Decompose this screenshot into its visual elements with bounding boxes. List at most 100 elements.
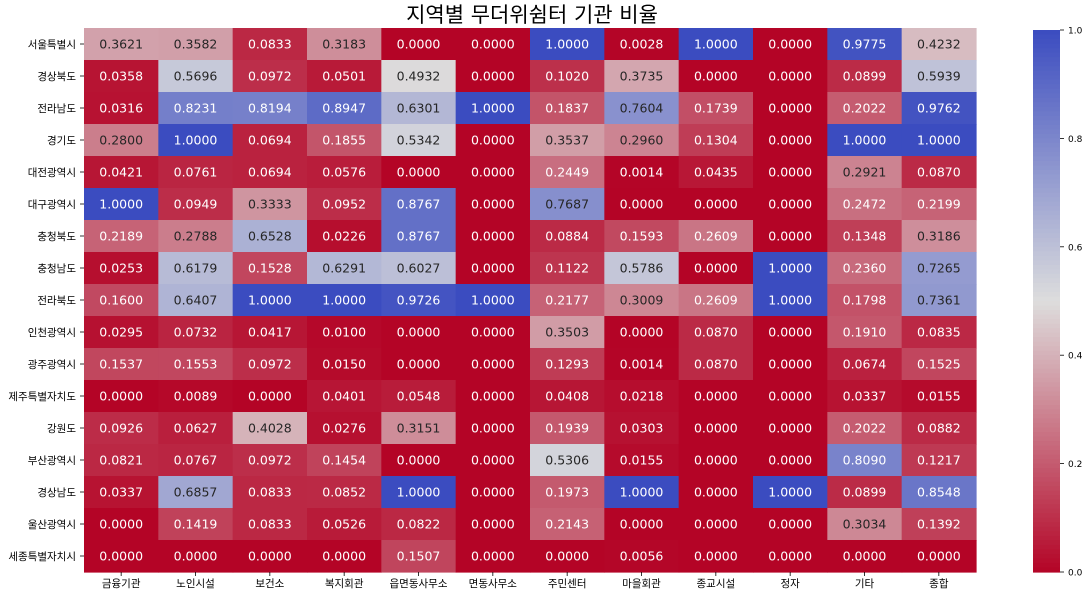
- colorbar-segment: [1033, 84, 1060, 90]
- cell-value-label: 1.0000: [99, 197, 143, 212]
- cell-value-label: 0.0926: [99, 421, 143, 436]
- cell-value-label: 0.1973: [545, 485, 589, 500]
- cell-value-label: 0.0000: [471, 357, 515, 372]
- cell-value-label: 0.0000: [545, 549, 589, 564]
- heatmap-cell: [232, 284, 308, 317]
- heatmap-cell: [753, 188, 828, 221]
- heatmap-cell: [232, 28, 308, 61]
- colorbar-segment: [1033, 364, 1060, 370]
- cell-value-label: 0.0972: [248, 453, 292, 468]
- heatmap-cell: [307, 348, 382, 381]
- cell-value-label: 0.1600: [99, 293, 143, 308]
- heatmap-cell: [381, 380, 457, 413]
- heatmap-cell: [901, 220, 977, 253]
- colorbar-segment: [1033, 508, 1060, 514]
- heatmap-cell: [455, 412, 531, 445]
- row-label: 대전광역시: [28, 167, 76, 179]
- colorbar-segment: [1033, 174, 1060, 180]
- cell-value-label: 0.0000: [694, 453, 738, 468]
- cell-value-label: 0.9762: [917, 101, 961, 116]
- cell-value-label: 1.0000: [768, 261, 812, 276]
- heatmap-cell: [753, 28, 828, 61]
- heatmap-cell: [232, 540, 308, 573]
- colorbar-segment: [1033, 30, 1060, 36]
- cell-value-label: 0.2921: [843, 165, 887, 180]
- cell-value-label: 0.8548: [917, 485, 961, 500]
- cell-value-label: 0.0000: [768, 357, 812, 372]
- colorbar-segment: [1033, 567, 1060, 573]
- heatmap-cell: [455, 476, 531, 509]
- heatmap-cell: [530, 28, 605, 61]
- heatmap-cell: [381, 412, 457, 445]
- colorbar-segment: [1033, 400, 1060, 406]
- heatmap-cell: [604, 156, 680, 189]
- cell-value-label: 0.0833: [248, 517, 292, 532]
- colorbar-segment: [1033, 337, 1060, 343]
- colorbar-segment: [1033, 133, 1060, 139]
- colorbar: 0.0 0.2 0.4 0.6 0.8 1.0: [1033, 27, 1083, 579]
- cell-value-label: 0.0870: [917, 165, 961, 180]
- cell-value-label: 0.8194: [248, 101, 292, 116]
- colorbar-segment: [1033, 368, 1060, 374]
- cell-value-label: 0.1528: [248, 261, 292, 276]
- heatmap-cell: [84, 540, 159, 573]
- colorbar-segment: [1033, 183, 1060, 189]
- cell-value-label: 0.9726: [397, 293, 441, 308]
- colorbar-segment: [1033, 61, 1060, 67]
- colorbar-segment: [1033, 282, 1060, 289]
- heatmap-cell: [158, 156, 234, 189]
- heatmap-cell: [901, 508, 977, 541]
- heatmap-cell: [901, 316, 977, 349]
- heatmap-cell: [901, 252, 977, 285]
- heatmap-cell: [84, 284, 159, 317]
- colorbar-segment: [1033, 48, 1060, 54]
- colorbar-segment: [1033, 553, 1060, 560]
- cell-value-label: 1.0000: [322, 293, 366, 308]
- row-label: 세종특별자치시: [8, 551, 76, 563]
- heatmap-cell: [455, 444, 531, 477]
- cell-value-label: 0.0952: [322, 197, 366, 212]
- cell-value-label: 0.0337: [99, 485, 143, 500]
- colorbar-segment: [1033, 436, 1060, 442]
- cell-value-label: 0.0316: [99, 101, 143, 116]
- heatmap-cell: [827, 60, 903, 93]
- heatmap-cell: [307, 252, 382, 285]
- heatmap-cell: [901, 444, 977, 477]
- heatmap-cell: [381, 284, 457, 317]
- heatmap-cell: [158, 316, 234, 349]
- heatmap-cell: [307, 508, 382, 541]
- colorbar-segment: [1033, 179, 1060, 185]
- heatmap-cell: [901, 380, 977, 413]
- heatmap-cell: [307, 60, 382, 93]
- heatmap-cell: [455, 60, 531, 93]
- heatmap-cell: [232, 444, 308, 477]
- cell-value-label: 0.1537: [99, 357, 143, 372]
- colorbar-segment: [1033, 463, 1060, 469]
- heatmap-cell: [455, 540, 531, 573]
- heatmap-cell: [827, 380, 903, 413]
- heatmap-cell: [827, 28, 903, 61]
- heatmap-cell: [307, 412, 382, 445]
- colorbar-segment: [1033, 499, 1060, 505]
- heatmap-cell: [753, 156, 828, 189]
- heatmap-cell: [158, 92, 234, 125]
- cell-value-label: 0.8947: [322, 101, 366, 116]
- cell-value-label: 0.1798: [843, 293, 887, 308]
- chart-title: 지역별 무더위쉼터 기관 비율: [406, 3, 658, 27]
- heatmap-cell: [381, 92, 457, 125]
- heatmap-cell: [232, 252, 308, 285]
- cell-value-label: 0.0155: [620, 453, 664, 468]
- heatmap-cell: [307, 156, 382, 189]
- heatmap-cell: [158, 412, 234, 445]
- colorbar-segment: [1033, 305, 1060, 311]
- cell-value-label: 1.0000: [768, 485, 812, 500]
- heatmap-cell: [827, 444, 903, 477]
- cell-value-label: 0.0295: [99, 325, 143, 340]
- column-label: 복지회관: [325, 578, 364, 590]
- colorbar-segment: [1033, 373, 1060, 379]
- colorbar-segment: [1033, 319, 1060, 325]
- colorbar-segment: [1033, 409, 1060, 415]
- cell-value-label: 0.0000: [694, 389, 738, 404]
- cell-value-label: 0.8231: [174, 101, 218, 116]
